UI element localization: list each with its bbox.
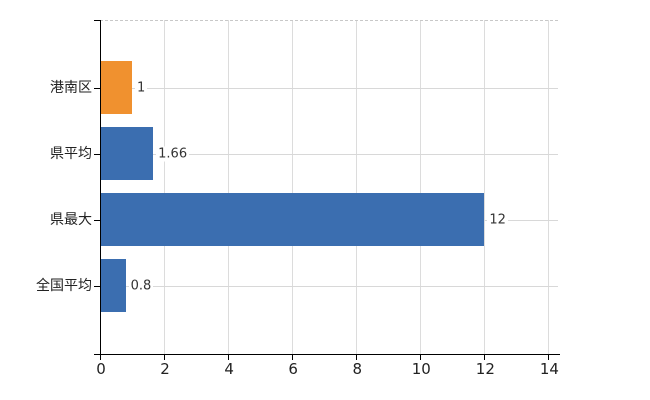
gridline-horizontal <box>100 286 558 287</box>
gridline-vertical <box>356 20 358 354</box>
x-tick-label: 12 <box>475 360 495 378</box>
bar <box>101 61 132 114</box>
x-tick-label: 2 <box>160 360 170 378</box>
category-label: 港南区 <box>50 80 92 96</box>
x-axis-tick <box>164 354 166 360</box>
gridline-horizontal <box>100 88 558 89</box>
x-axis-line <box>94 354 560 355</box>
value-label: 0.8 <box>128 278 154 294</box>
value-label: 12 <box>487 212 508 228</box>
y-axis-tick <box>94 154 100 155</box>
bar <box>101 259 126 312</box>
value-label: 1.66 <box>156 146 190 162</box>
value-label: 1 <box>135 80 148 96</box>
x-tick-label: 8 <box>352 360 362 378</box>
x-tick-label: 0 <box>96 360 106 378</box>
y-axis-tick <box>94 20 100 21</box>
gridline-horizontal <box>100 154 558 155</box>
plot-top-border <box>100 20 558 21</box>
y-axis-tick <box>94 88 100 89</box>
category-label: 県最大 <box>50 212 92 228</box>
gridline-vertical <box>228 20 230 354</box>
y-axis-tick <box>94 220 100 221</box>
bar <box>101 127 153 180</box>
x-axis-tick <box>228 354 230 360</box>
gridline-vertical <box>292 20 294 354</box>
x-tick-label: 14 <box>539 360 559 378</box>
x-tick-label: 10 <box>411 360 431 378</box>
gridline-vertical <box>548 20 550 354</box>
x-axis-tick <box>356 354 358 360</box>
y-axis-line <box>100 20 101 354</box>
category-label: 県平均 <box>50 146 92 162</box>
x-axis-tick <box>484 354 486 360</box>
x-tick-label: 4 <box>224 360 234 378</box>
bar <box>101 193 484 246</box>
gridline-vertical <box>484 20 486 354</box>
gridline-vertical <box>164 20 166 354</box>
x-tick-label: 6 <box>288 360 298 378</box>
category-label: 全国平均 <box>36 278 92 294</box>
x-axis-tick <box>100 354 101 360</box>
x-axis-tick <box>292 354 294 360</box>
x-axis-tick <box>548 354 550 360</box>
gridline-vertical <box>420 20 422 354</box>
y-axis-tick <box>94 286 100 287</box>
x-axis-tick <box>420 354 422 360</box>
